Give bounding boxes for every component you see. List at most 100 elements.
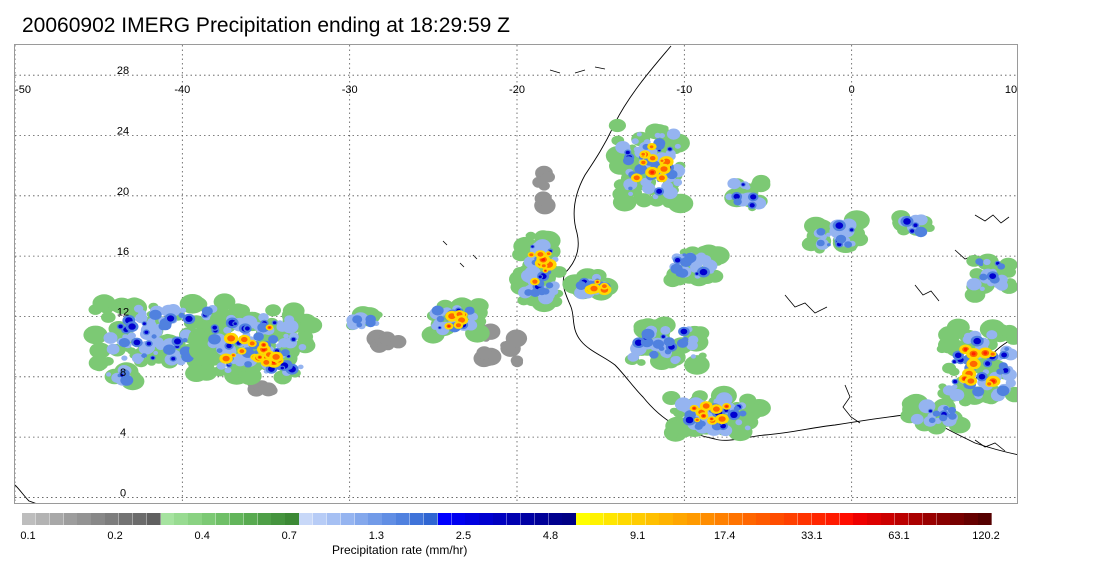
precip-heavy: [997, 263, 1006, 270]
precip-heavy: [850, 228, 854, 232]
precip-light: [83, 325, 108, 345]
precip-heavy: [436, 315, 445, 323]
colorbar-cell: [410, 513, 425, 525]
colorbar-cell: [701, 513, 716, 525]
precip-moderate: [964, 332, 973, 340]
precip-heavy: [634, 339, 643, 346]
colorbar-cell: [922, 513, 938, 525]
river-segment-2: [914, 284, 940, 302]
precip-moderate: [686, 340, 698, 351]
colorbar-tick-label: 0.7: [281, 530, 297, 542]
precip-heavy: [668, 147, 672, 151]
colorbar-cell: [493, 513, 508, 525]
precip-light: [512, 248, 530, 262]
precip-heavy: [827, 243, 831, 247]
precip-intense: [227, 335, 236, 342]
precip-heavy: [245, 326, 250, 331]
canary-islands: [549, 66, 606, 74]
precip-light: [636, 193, 651, 204]
precip-intense: [590, 285, 598, 292]
colorbar-cell: [229, 513, 245, 525]
precip-heavy: [226, 343, 232, 349]
precip-heavy: [171, 357, 176, 361]
colorbar-cell: [520, 513, 536, 525]
colorbar-cell: [645, 513, 660, 525]
colorbar-cell: [978, 513, 993, 525]
colorbar-cell: [853, 513, 868, 525]
precip-heavy: [663, 337, 675, 347]
colorbar-cell: [576, 513, 591, 525]
colorbar-cell: [146, 513, 162, 525]
colorbar-cell: [895, 513, 910, 525]
colorbar-cell: [313, 513, 328, 525]
precip-light: [994, 324, 1010, 336]
precip-heavy: [182, 338, 188, 343]
precip-light: [240, 371, 260, 385]
colorbar-cell: [340, 513, 356, 525]
precip-intense: [660, 159, 664, 162]
precip-heavy: [120, 375, 134, 386]
precip-trace: [259, 382, 277, 397]
colorbar-cell: [881, 513, 896, 525]
coastline-south-america: [15, 484, 36, 503]
colorbar-cell: [936, 513, 951, 525]
colorbar-cell: [867, 513, 882, 525]
precip-moderate: [127, 332, 136, 340]
lat-tick-label: 20: [117, 186, 129, 198]
precip-heavy: [978, 262, 984, 267]
colorbar-title: Precipitation rate (mm/hr): [332, 543, 468, 557]
precipitation-map: -50 -40 -30 -20 -10 0 10 0 4 8 12 16 20 24 28: [14, 44, 1018, 504]
precip-moderate: [121, 355, 128, 361]
colorbar-cell: [825, 513, 841, 525]
precip-light: [102, 356, 114, 366]
precip-trace: [505, 329, 528, 348]
precip-intense: [602, 284, 607, 289]
precip-heavy: [1004, 347, 1010, 351]
precip-light: [300, 316, 323, 334]
colorbar-cell: [798, 513, 813, 525]
precip-heavy: [280, 366, 284, 370]
precip-moderate: [979, 286, 985, 291]
colorbar-cell: [451, 513, 466, 525]
colorbar-cell: [216, 513, 231, 525]
precip-heavy: [750, 194, 757, 200]
precip-moderate: [258, 313, 269, 322]
precip-light: [662, 198, 676, 208]
colorbar-cell: [423, 513, 439, 525]
precip-light: [671, 276, 680, 283]
precip-trace: [542, 171, 555, 183]
precip-heavy: [128, 323, 136, 330]
colorbar-cell: [465, 513, 480, 525]
precip-light: [938, 326, 962, 344]
precip-light: [233, 304, 250, 317]
precip-moderate: [636, 132, 642, 137]
precip-moderate: [133, 304, 144, 313]
lon-tick-label: 0: [849, 84, 855, 96]
colorbar-cell: [396, 513, 411, 525]
precip-light: [964, 287, 986, 303]
precip-heavy: [464, 306, 475, 315]
colorbar: [22, 513, 993, 525]
precip-extreme: [596, 281, 599, 283]
precip-light: [758, 180, 767, 187]
precip-heavy: [835, 222, 844, 229]
colorbar-cell: [604, 513, 619, 525]
precip-heavy: [212, 325, 217, 330]
precip-extreme: [725, 405, 728, 408]
precip-moderate: [281, 319, 299, 334]
precip-heavy: [431, 305, 444, 316]
precip-intense: [263, 360, 270, 365]
precip-moderate: [155, 342, 166, 351]
lon-tick-label: -20: [509, 84, 525, 96]
precip-intense: [239, 349, 245, 353]
precip-moderate: [826, 232, 831, 237]
precip-light: [185, 364, 208, 382]
precip-heavy: [674, 263, 680, 268]
precip-moderate: [283, 333, 289, 339]
precip-light: [89, 342, 111, 359]
precip-heavy: [133, 339, 141, 346]
colorbar-cell: [673, 513, 688, 525]
precip-heavy: [623, 156, 634, 166]
lon-tick-label: -40: [174, 84, 190, 96]
colorbar-cell: [756, 513, 771, 525]
